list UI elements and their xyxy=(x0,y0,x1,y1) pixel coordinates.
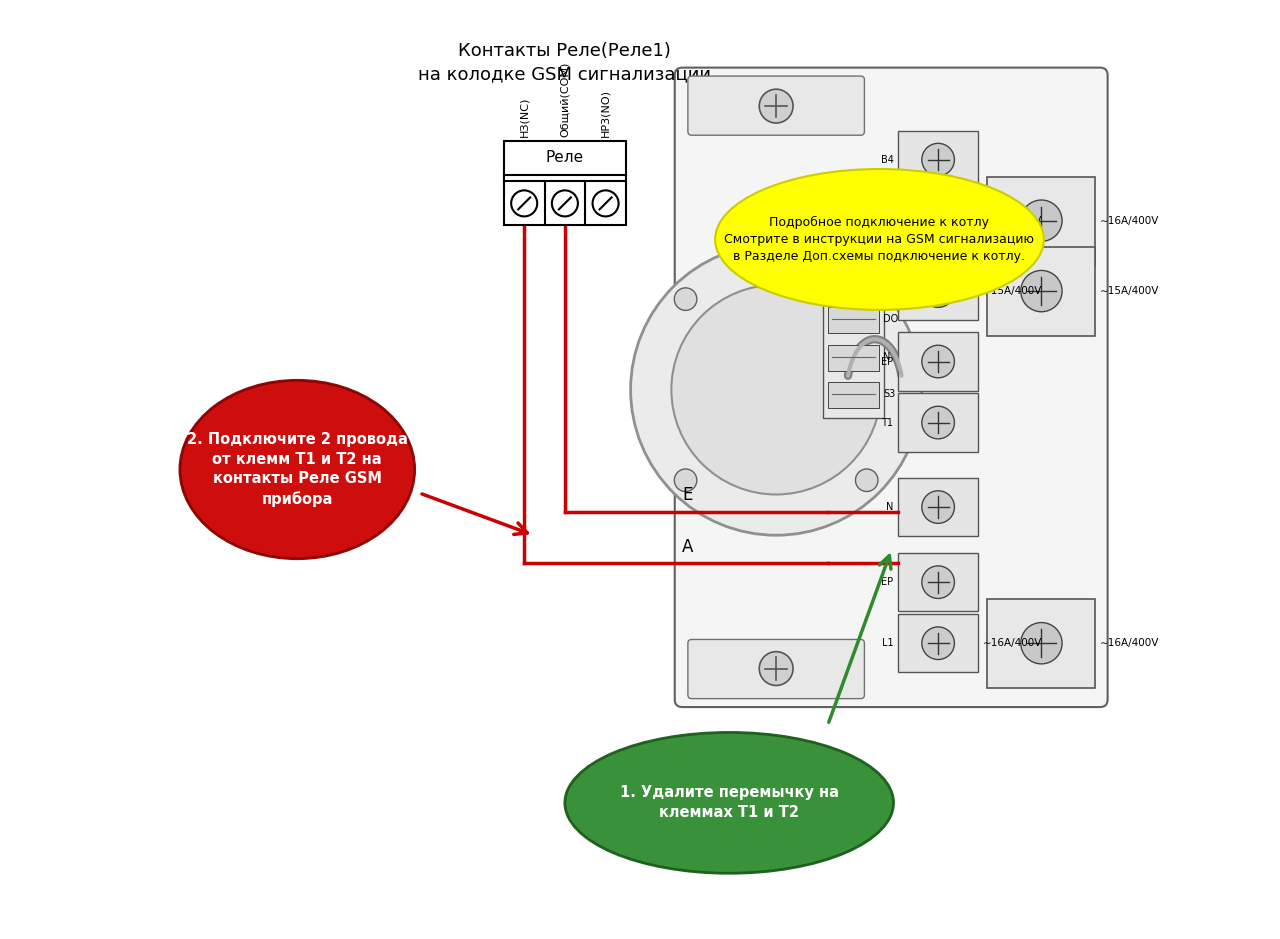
Text: Реле: Реле xyxy=(545,150,584,165)
Text: T2: T2 xyxy=(882,286,893,296)
Text: Контакты Реле(Реле1): Контакты Реле(Реле1) xyxy=(458,42,671,60)
Text: B4: B4 xyxy=(883,244,896,254)
Bar xyxy=(504,141,626,225)
Text: L1: L1 xyxy=(882,639,893,648)
Circle shape xyxy=(855,469,878,491)
Bar xyxy=(899,262,978,320)
Bar xyxy=(899,393,978,452)
Text: S3: S3 xyxy=(881,216,893,225)
Bar xyxy=(987,247,1096,336)
Text: НР3(NO): НР3(NO) xyxy=(600,89,611,137)
Text: B4: B4 xyxy=(881,155,893,164)
FancyBboxPatch shape xyxy=(687,76,864,135)
Circle shape xyxy=(1020,200,1062,241)
Ellipse shape xyxy=(564,732,893,873)
Text: A: A xyxy=(682,538,694,556)
Ellipse shape xyxy=(180,380,415,559)
Bar xyxy=(899,553,978,611)
Circle shape xyxy=(922,346,955,377)
Circle shape xyxy=(922,275,955,307)
FancyBboxPatch shape xyxy=(675,68,1107,707)
Text: ∼15A/400V: ∼15A/400V xyxy=(1100,286,1160,296)
Bar xyxy=(828,345,879,371)
Bar xyxy=(823,216,884,418)
Bar xyxy=(828,382,879,408)
Text: 2. Подключите 2 провода
от клемм Т1 и Т2 на
контакты Реле GSM
прибора: 2. Подключите 2 провода от клемм Т1 и Т2… xyxy=(187,432,408,507)
FancyBboxPatch shape xyxy=(687,639,864,699)
Bar xyxy=(899,478,978,536)
Circle shape xyxy=(675,288,696,311)
Text: ∼16A/400V: ∼16A/400V xyxy=(983,216,1042,225)
Circle shape xyxy=(1020,623,1062,664)
Circle shape xyxy=(631,244,922,535)
Text: N: N xyxy=(886,502,893,512)
Text: T1: T1 xyxy=(882,418,893,427)
Bar xyxy=(899,192,978,250)
Text: E: E xyxy=(682,486,692,504)
Circle shape xyxy=(922,566,955,598)
Bar xyxy=(987,599,1096,688)
Circle shape xyxy=(922,491,955,523)
Text: ∼16A/400V: ∼16A/400V xyxy=(1100,216,1160,225)
Text: Подробное подключение к котлу
Смотрите в инструкции на GSM сигнализацию
в Раздел: Подробное подключение к котлу Смотрите в… xyxy=(724,216,1034,263)
Bar xyxy=(899,614,978,672)
Text: ∼16A/400V: ∼16A/400V xyxy=(1100,639,1160,648)
Circle shape xyxy=(593,191,618,216)
Text: N: N xyxy=(883,352,891,362)
Circle shape xyxy=(675,469,696,491)
Bar xyxy=(828,237,879,263)
Circle shape xyxy=(922,205,955,237)
Bar xyxy=(828,307,879,333)
Text: EP: EP xyxy=(882,357,893,366)
Bar xyxy=(899,332,978,391)
Text: Общий(COM): Общий(COM) xyxy=(559,62,570,137)
Circle shape xyxy=(511,191,538,216)
Text: на колодке GSM сигнализации: на колодке GSM сигнализации xyxy=(419,66,712,84)
Circle shape xyxy=(759,89,794,123)
Text: 1. Удалите перемычку на
клеммах Т1 и Т2: 1. Удалите перемычку на клеммах Т1 и Т2 xyxy=(620,785,838,821)
Text: ∼15A/400V: ∼15A/400V xyxy=(983,286,1042,296)
Circle shape xyxy=(552,191,577,216)
Bar xyxy=(987,177,1096,266)
Circle shape xyxy=(759,652,794,685)
Bar xyxy=(899,131,978,189)
Text: B4: B4 xyxy=(883,277,896,286)
Text: ∼16A/400V: ∼16A/400V xyxy=(983,639,1042,648)
Circle shape xyxy=(922,144,955,176)
Circle shape xyxy=(672,285,881,495)
Circle shape xyxy=(1020,270,1062,312)
Bar xyxy=(828,269,879,296)
Text: НЗ(NC): НЗ(NC) xyxy=(520,97,529,137)
Text: EP: EP xyxy=(882,577,893,587)
Circle shape xyxy=(922,627,955,659)
Text: S3: S3 xyxy=(883,390,896,399)
Circle shape xyxy=(855,288,878,311)
Text: DO: DO xyxy=(883,315,899,324)
Ellipse shape xyxy=(716,169,1043,310)
Circle shape xyxy=(922,407,955,439)
